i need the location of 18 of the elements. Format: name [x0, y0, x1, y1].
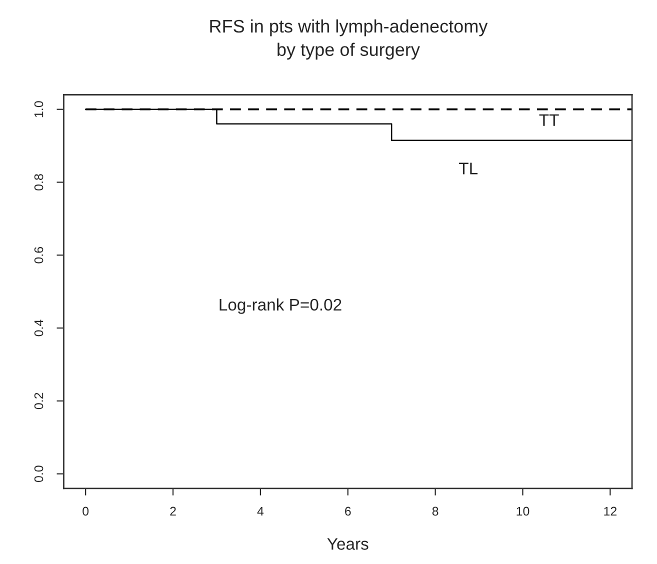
- x-tick-label: 12: [604, 506, 616, 516]
- x-tick-label: 4: [257, 506, 264, 516]
- x-tick-label: 0: [82, 506, 89, 516]
- x-tick-label: 8: [432, 506, 438, 516]
- x-tick-label: 2: [170, 506, 176, 516]
- y-tick-label: 1.0: [34, 101, 44, 118]
- y-tick-label: 0.6: [34, 246, 44, 264]
- x-tick-label: 10: [516, 506, 530, 516]
- x-axis-title: Years: [327, 538, 368, 550]
- chart-title: RFS in pts with lymph-adenectomy by type of surgery: [210, 19, 488, 60]
- y-tick-label: 0.2: [34, 392, 44, 410]
- series-label: TT: [539, 114, 559, 126]
- x-tick-label: 6: [345, 506, 351, 516]
- annotation: Log-rank P=0.02: [220, 298, 342, 314]
- y-tick-label: 0.4: [34, 320, 44, 336]
- y-tick-label: 0.0: [34, 466, 44, 482]
- series-label: TL: [459, 162, 478, 174]
- y-tick-label: 0.8: [34, 174, 44, 190]
